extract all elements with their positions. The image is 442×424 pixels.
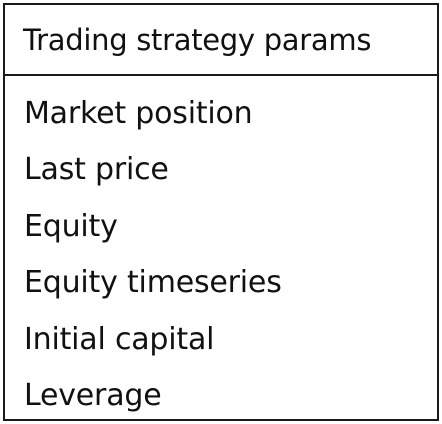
param-market-position: Market position [24, 96, 253, 131]
params-box-header: Trading strategy params [5, 5, 437, 76]
params-box-title: Trading strategy params [23, 22, 372, 57]
params-list: Market position Last price Equity Equity… [5, 76, 437, 424]
params-box: Trading strategy params Market position … [3, 3, 439, 421]
param-last-price: Last price [24, 152, 169, 188]
param-equity: Equity [24, 208, 118, 244]
param-leverage: Leverage [24, 377, 162, 413]
param-initial-capital: Initial capital [24, 321, 215, 357]
param-equity-timeseries: Equity timeseries [24, 265, 282, 301]
